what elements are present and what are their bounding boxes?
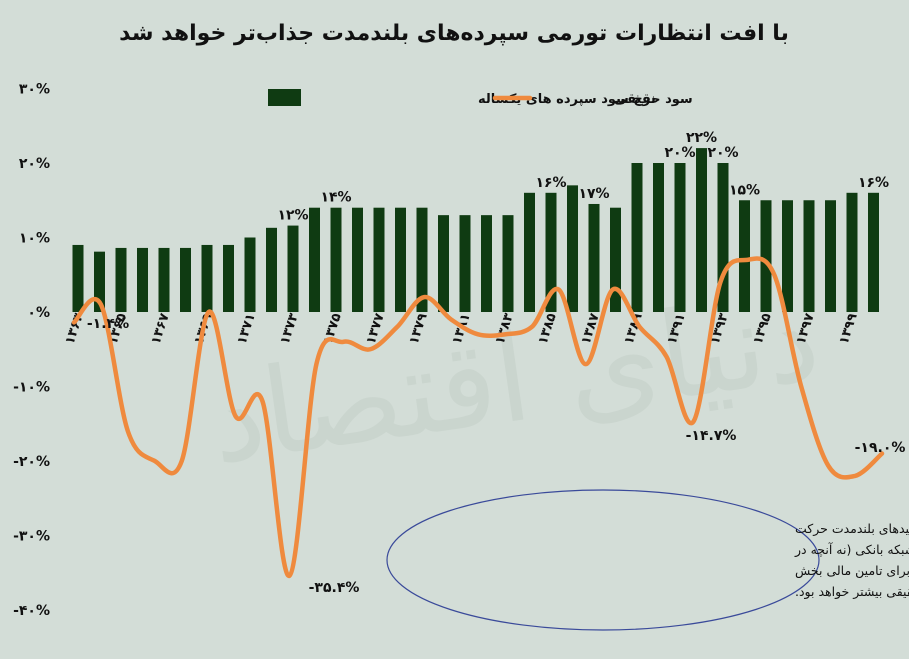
y-tick-label: -۴۰% (13, 603, 50, 619)
legend-line-label: سود حقیقی (614, 92, 693, 107)
bar (739, 200, 750, 312)
legend-bar-swatch (268, 89, 301, 106)
bar (94, 251, 105, 312)
bar (72, 244, 84, 312)
bar (115, 247, 127, 312)
y-tick-label: -۳۰% (13, 529, 50, 545)
bar (416, 207, 428, 312)
y-tick-label: ۱۰% (19, 231, 50, 247)
line-data-label: -۱۴.۷% (686, 428, 737, 444)
chart-title: با افت انتظارات تورمی سپرده‌های بلندمدت … (119, 21, 789, 46)
line-data-label: -۳۵.۴% (309, 580, 360, 596)
legend: نرخ سود سپرده های یکساله سود حقیقی (268, 89, 693, 107)
bar (438, 215, 449, 312)
line-data-label: -۱.۴% (87, 316, 129, 332)
bar (610, 207, 621, 312)
annotation-line: با تحقق برجام سپرده‌ها به سمت سررسیدهای … (795, 521, 909, 537)
bar (352, 207, 363, 312)
bar (717, 163, 729, 312)
bar (696, 148, 707, 312)
bar (266, 227, 277, 312)
bar (825, 200, 836, 312)
bar-data-label: ۱۵% (729, 182, 760, 198)
annotation-line: خواهد کرد که در صورت کارکرد درست شبکه با… (794, 542, 909, 558)
x-tick-label: ۱۳۷۱ (235, 312, 259, 347)
bar (481, 215, 492, 312)
bar (330, 207, 342, 312)
bar (545, 192, 557, 312)
bar (567, 185, 578, 312)
bar-data-label: ۱۲% (277, 208, 308, 224)
y-tick-label: -۲۰% (13, 454, 50, 470)
bar (287, 225, 299, 312)
annotation-text: با تحقق برجام سپرده‌ها به سمت سررسیدهای … (794, 521, 909, 600)
annotation-line: حقیقی بیشتر خواهد بود. (795, 584, 909, 600)
line-series (71, 256, 885, 578)
annotation-ellipse (386, 489, 820, 631)
bar (201, 244, 213, 312)
y-tick-label: ۲۰% (19, 156, 50, 172)
line-data-label: -۱۹.۰% (855, 440, 906, 456)
bar (803, 200, 815, 312)
y-axis: -۴۰% -۳۰% -۲۰% -۱۰% ۰% ۱۰% ۲۰% ۳۰% (13, 82, 50, 620)
x-tick-label: ۱۳۶۷ (149, 311, 173, 346)
bar (502, 215, 514, 312)
bar-data-label: ۱۴% (320, 190, 351, 206)
bar-data-labels: ۱۲% ۱۴% ۱۶% ۱۷% ۲۰%۲۲%۲۰% ۱۵% ۱۶% (277, 130, 889, 223)
bar-data-label: ۲۲% (686, 130, 717, 146)
annotation-line: سال ۱۳۹۳-۱۳۹۶ به وقوع پیوست) منابع برای … (795, 563, 909, 579)
bar (846, 192, 858, 312)
real-return-line (71, 256, 885, 578)
bar-data-label: ۱۶% (858, 175, 889, 191)
bar (588, 203, 600, 312)
bar (309, 207, 320, 312)
bar (653, 163, 664, 312)
bar (244, 237, 256, 312)
bar-data-label: ۲۰% (707, 145, 738, 161)
bar (223, 244, 234, 312)
y-tick-label: -۱۰% (13, 380, 50, 396)
bar (373, 207, 385, 312)
annotation-bubble: با تحقق برجام سپرده‌ها به سمت سررسیدهای … (386, 489, 909, 631)
bar-data-label: ۱۶% (535, 175, 566, 191)
x-tick-label: ۱۳۹۹ (837, 311, 861, 346)
bar (868, 192, 879, 312)
bar-data-label: ۱۷% (578, 186, 609, 202)
bar (674, 163, 686, 312)
bar (137, 247, 148, 312)
bar (158, 247, 170, 312)
bar (524, 192, 535, 312)
x-tick-label: ۱۳۶۳ (63, 311, 87, 346)
bar (631, 163, 643, 312)
bar-data-label: ۲۰% (664, 145, 695, 161)
bar (395, 207, 406, 312)
bar (782, 200, 793, 312)
line-data-labels: -۱.۴% -۳۵.۴% -۱۴.۷% -۱۹.۰% (87, 316, 906, 596)
bar (459, 215, 471, 312)
bar-series (72, 148, 879, 312)
bar (180, 247, 191, 312)
y-tick-label: ۳۰% (19, 82, 50, 98)
bar (760, 200, 772, 312)
y-tick-label: ۰% (27, 305, 50, 321)
